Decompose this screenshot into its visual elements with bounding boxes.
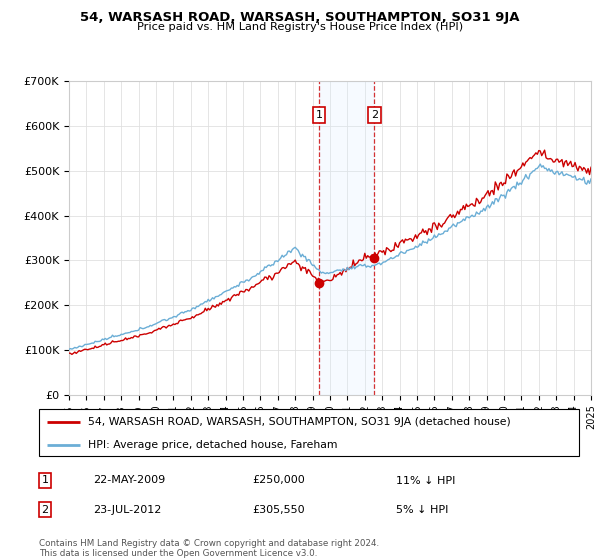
Text: HPI: Average price, detached house, Fareham: HPI: Average price, detached house, Fare…: [88, 440, 337, 450]
Text: Contains HM Land Registry data © Crown copyright and database right 2024.
This d: Contains HM Land Registry data © Crown c…: [39, 539, 379, 558]
Text: 11% ↓ HPI: 11% ↓ HPI: [396, 475, 455, 486]
Bar: [319, 81, 374, 395]
Text: 23-JUL-2012: 23-JUL-2012: [93, 505, 161, 515]
Text: 5% ↓ HPI: 5% ↓ HPI: [396, 505, 448, 515]
Text: 54, WARSASH ROAD, WARSASH, SOUTHAMPTON, SO31 9JA: 54, WARSASH ROAD, WARSASH, SOUTHAMPTON, …: [80, 11, 520, 24]
Text: 22-MAY-2009: 22-MAY-2009: [93, 475, 165, 486]
Text: 1: 1: [41, 475, 49, 486]
Text: 2: 2: [41, 505, 49, 515]
Text: £250,000: £250,000: [252, 475, 305, 486]
Text: 54, WARSASH ROAD, WARSASH, SOUTHAMPTON, SO31 9JA (detached house): 54, WARSASH ROAD, WARSASH, SOUTHAMPTON, …: [88, 417, 511, 427]
Text: 1: 1: [316, 110, 323, 120]
Text: Price paid vs. HM Land Registry's House Price Index (HPI): Price paid vs. HM Land Registry's House …: [137, 22, 463, 32]
Text: 2: 2: [371, 110, 378, 120]
Text: £305,550: £305,550: [252, 505, 305, 515]
